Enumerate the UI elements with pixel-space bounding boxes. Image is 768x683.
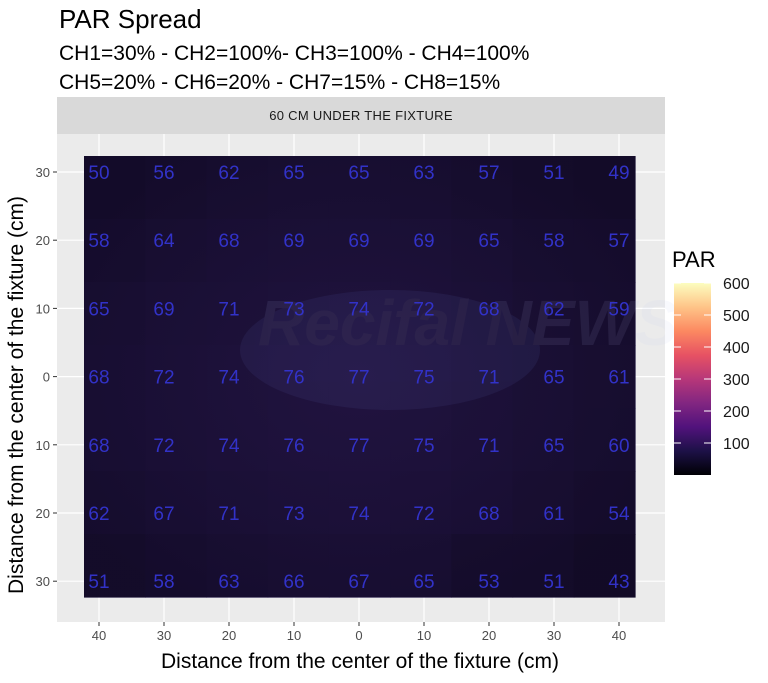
cell-value-label: 71 bbox=[478, 436, 499, 457]
cell-value-label: 63 bbox=[413, 163, 434, 184]
x-tick-label: 20 bbox=[222, 628, 236, 643]
chart-title: PAR Spread bbox=[59, 4, 202, 34]
cell-value-label: 68 bbox=[478, 299, 499, 320]
cell-value-label: 61 bbox=[543, 504, 564, 525]
cell-value-label: 57 bbox=[608, 231, 629, 252]
cell-value-label: 43 bbox=[608, 572, 629, 593]
legend-tick-label: 500 bbox=[723, 308, 750, 325]
cell-value-label: 54 bbox=[608, 504, 630, 525]
cell-value-label: 77 bbox=[348, 436, 369, 457]
legend-tick-label: 600 bbox=[723, 276, 750, 293]
cell-value-label: 68 bbox=[218, 231, 239, 252]
x-tick-label: 30 bbox=[157, 628, 171, 643]
legend-tick-label: 300 bbox=[723, 372, 750, 389]
watermark-text: Recifal NEWS bbox=[258, 287, 678, 359]
cell-value-label: 62 bbox=[543, 299, 564, 320]
cell-value-label: 58 bbox=[153, 572, 174, 593]
cell-value-label: 77 bbox=[348, 368, 369, 389]
x-tick-label: 20 bbox=[482, 628, 496, 643]
cell-value-label: 65 bbox=[283, 163, 304, 184]
cell-value-label: 68 bbox=[88, 436, 109, 457]
legend-tick-label: 100 bbox=[723, 436, 750, 453]
chart-subtitle-line2: CH5=20% - CH6=20% - CH7=15% - CH8=15% bbox=[59, 71, 501, 94]
cell-value-label: 65 bbox=[543, 368, 564, 389]
cell-value-label: 69 bbox=[413, 231, 434, 252]
cell-value-label: 71 bbox=[478, 368, 499, 389]
cell-value-label: 74 bbox=[348, 299, 370, 320]
cell-value-label: 61 bbox=[608, 368, 629, 389]
cell-value-label: 74 bbox=[218, 368, 240, 389]
cell-value-label: 56 bbox=[153, 163, 174, 184]
x-tick-label: 0 bbox=[355, 628, 362, 643]
cell-value-label: 65 bbox=[543, 436, 564, 457]
cell-value-label: 68 bbox=[478, 504, 499, 525]
chart-subtitle-line1: CH1=30% - CH2=100%- CH3=100% - CH4=100% bbox=[59, 42, 530, 65]
cell-value-label: 65 bbox=[348, 163, 369, 184]
cell-value-label: 53 bbox=[478, 572, 499, 593]
legend-title: PAR bbox=[672, 247, 716, 272]
cell-value-label: 69 bbox=[153, 299, 174, 320]
cell-value-label: 51 bbox=[88, 572, 109, 593]
cell-value-label: 51 bbox=[543, 163, 564, 184]
cell-value-label: 72 bbox=[153, 436, 174, 457]
x-tick-label: 10 bbox=[417, 628, 431, 643]
cell-value-label: 72 bbox=[153, 368, 174, 389]
cell-value-label: 58 bbox=[88, 231, 109, 252]
cell-value-label: 66 bbox=[283, 572, 304, 593]
y-tick-label: 10 bbox=[36, 438, 50, 453]
cell-value-label: 72 bbox=[413, 299, 434, 320]
cell-value-label: 72 bbox=[413, 504, 434, 525]
y-tick-label: 20 bbox=[36, 506, 50, 521]
legend-tick-label: 200 bbox=[723, 404, 750, 421]
x-axis-label: Distance from the center of the fixture … bbox=[161, 650, 559, 673]
cell-value-label: 57 bbox=[478, 163, 499, 184]
cell-value-label: 67 bbox=[348, 572, 369, 593]
cell-value-label: 73 bbox=[283, 504, 304, 525]
cell-value-label: 62 bbox=[88, 504, 109, 525]
cell-value-label: 58 bbox=[543, 231, 564, 252]
cell-value-label: 69 bbox=[283, 231, 304, 252]
cell-value-label: 76 bbox=[283, 436, 304, 457]
cell-value-label: 73 bbox=[283, 299, 304, 320]
cell-value-label: 65 bbox=[413, 572, 434, 593]
x-tick-label: 10 bbox=[287, 628, 301, 643]
cell-value-label: 71 bbox=[218, 299, 239, 320]
cell-value-label: 51 bbox=[543, 572, 564, 593]
cell-value-label: 63 bbox=[218, 572, 239, 593]
recifal-news-watermark: Recifal NEWS bbox=[240, 287, 678, 410]
cell-value-label: 60 bbox=[608, 436, 629, 457]
legend-tick-label: 400 bbox=[723, 340, 750, 357]
cell-value-label: 74 bbox=[348, 504, 370, 525]
cell-value-label: 75 bbox=[413, 436, 434, 457]
facet-strip-label: 60 CM UNDER THE FIXTURE bbox=[57, 97, 665, 134]
cell-value-label: 59 bbox=[608, 299, 629, 320]
y-tick-label: 30 bbox=[36, 574, 50, 589]
y-axis-label: Distance from the center of the fixture … bbox=[5, 196, 28, 594]
cell-value-label: 68 bbox=[88, 368, 109, 389]
cell-value-label: 67 bbox=[153, 504, 174, 525]
cell-value-label: 65 bbox=[478, 231, 499, 252]
x-tick-label: 40 bbox=[612, 628, 626, 643]
x-tick-label: 30 bbox=[547, 628, 561, 643]
cell-value-label: 76 bbox=[283, 368, 304, 389]
y-tick-label: 10 bbox=[36, 301, 50, 316]
y-tick-label: 30 bbox=[36, 165, 50, 180]
cell-value-label: 75 bbox=[413, 368, 434, 389]
cell-value-label: 69 bbox=[348, 231, 369, 252]
x-tick-label: 40 bbox=[92, 628, 106, 643]
cell-value-label: 49 bbox=[608, 163, 629, 184]
cell-value-label: 71 bbox=[218, 504, 239, 525]
cell-value-label: 50 bbox=[88, 163, 109, 184]
y-tick-label: 20 bbox=[36, 233, 50, 248]
cell-value-label: 65 bbox=[88, 299, 109, 320]
cell-value-label: 74 bbox=[218, 436, 240, 457]
cell-value-label: 62 bbox=[218, 163, 239, 184]
cell-value-label: 64 bbox=[153, 231, 175, 252]
heatmap-shading bbox=[84, 156, 635, 597]
y-tick-label: 0 bbox=[43, 370, 50, 385]
